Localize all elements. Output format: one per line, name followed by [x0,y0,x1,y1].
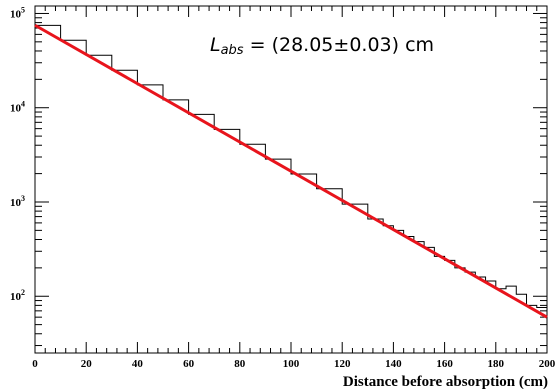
x-axis-label: Distance before absorption (cm) [343,374,548,389]
y-tick-exponent: 4 [21,100,25,109]
x-tick-label: 60 [183,358,195,370]
x-tick-label: 180 [488,358,505,370]
annotation-subscript: abs [221,43,244,58]
y-tick-base: 10 [10,197,22,209]
y-tick-label: 105 [10,5,25,20]
y-tick-exponent: 3 [21,194,25,203]
x-tick-label: 140 [385,358,402,370]
fit-annotation: Labs = (28.05±0.03) cm [210,34,434,58]
y-tick-label: 104 [10,100,25,115]
x-tick-labels: 0 20 40 60 80 100 120 140 160 180 200 [32,358,556,370]
x-tick-label: 40 [132,358,144,370]
x-tick-label: 120 [334,358,351,370]
x-tick-label: 200 [539,358,556,370]
x-tick-label: 80 [234,358,246,370]
x-tick-label: 160 [436,358,453,370]
y-tick-base: 10 [10,103,22,115]
fit-line [34,23,548,319]
y-tick-exponent: 5 [21,5,25,14]
y-tick-label: 102 [10,288,25,303]
y-tick-label: 103 [10,194,25,209]
y-tick-exponent: 2 [21,288,25,297]
x-tick-label: 20 [81,358,93,370]
x-tick-label: 100 [283,358,300,370]
y-tick-base: 10 [10,291,22,303]
x-tick-label: 0 [32,358,38,370]
annotation-value: = (28.05±0.03) cm [244,34,434,56]
axis-ticks [34,6,548,353]
annotation-symbol: L [210,34,221,56]
y-tick-base: 10 [10,8,22,20]
